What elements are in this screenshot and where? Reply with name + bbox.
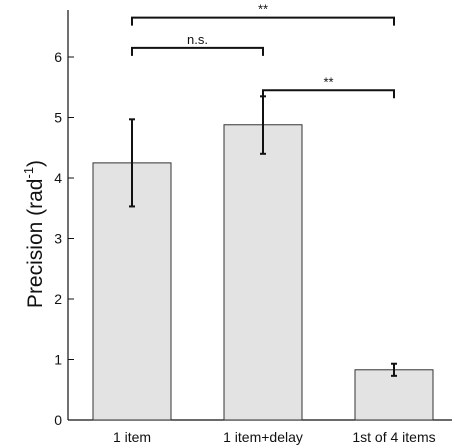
y-tick-label: 0 [54,412,62,428]
significance-label: ** [258,2,268,17]
significance-bracket [262,89,395,99]
significance-label: n.s. [187,32,208,47]
bar [223,124,303,421]
category-label: 1 item+delay [223,429,303,445]
y-tick-label: 4 [54,170,62,186]
plot-area: 0 1 2 3 4 5 6 1 item 1 item+delay 1st of 4 items n… [54,2,452,445]
bar [354,369,434,421]
significance-bracket [131,46,264,56]
category-label: 1st of 4 items [352,429,435,445]
y-tick-label: 2 [54,291,62,307]
significance-bracket [131,16,395,26]
significance-label: ** [323,74,333,89]
y-tick-label: 3 [54,231,62,247]
y-tick-label: 1 [54,352,62,368]
y-tick-label: 6 [54,49,62,65]
y-tick-label: 5 [54,110,62,126]
y-axis-label: Precision (rad-1) [21,160,47,308]
category-label: 1 item [113,429,151,445]
